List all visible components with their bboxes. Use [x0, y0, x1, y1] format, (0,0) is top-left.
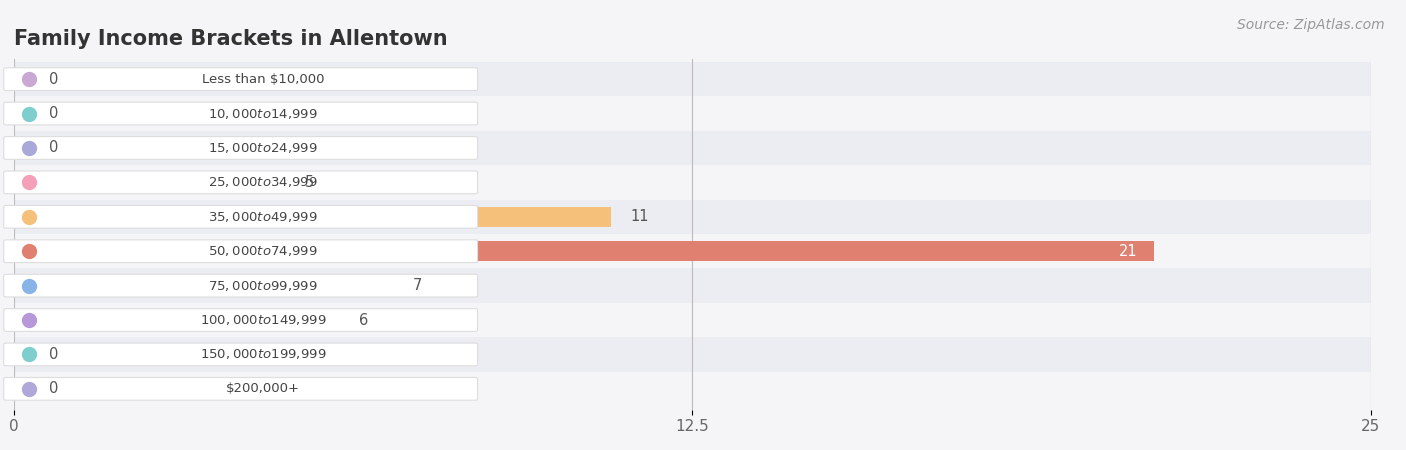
Text: $200,000+: $200,000+: [226, 382, 299, 396]
FancyBboxPatch shape: [4, 206, 478, 228]
Bar: [14, 234, 1371, 268]
Text: $100,000 to $149,999: $100,000 to $149,999: [200, 313, 326, 327]
Bar: [14, 131, 1371, 165]
Text: $10,000 to $14,999: $10,000 to $14,999: [208, 107, 318, 121]
Bar: [14, 96, 1371, 131]
FancyBboxPatch shape: [4, 309, 478, 331]
Bar: [14, 172, 285, 192]
Bar: [14, 165, 1371, 200]
Bar: [14, 69, 31, 89]
Text: 0: 0: [49, 106, 59, 121]
Text: 0: 0: [49, 140, 59, 155]
Bar: [14, 303, 1371, 337]
Text: 0: 0: [49, 347, 59, 362]
Bar: [14, 104, 31, 124]
FancyBboxPatch shape: [4, 102, 478, 125]
Text: 7: 7: [413, 278, 422, 293]
Text: $25,000 to $34,999: $25,000 to $34,999: [208, 176, 318, 189]
Text: $35,000 to $49,999: $35,000 to $49,999: [208, 210, 318, 224]
FancyBboxPatch shape: [4, 378, 478, 400]
Text: 5: 5: [305, 175, 314, 190]
FancyBboxPatch shape: [4, 171, 478, 194]
Bar: [14, 241, 1154, 261]
Bar: [14, 344, 31, 364]
Bar: [14, 372, 1371, 406]
Text: 6: 6: [359, 313, 368, 328]
Text: 0: 0: [49, 381, 59, 396]
Text: 0: 0: [49, 72, 59, 87]
Bar: [14, 200, 1371, 234]
Text: 11: 11: [630, 209, 648, 224]
Bar: [14, 337, 1371, 372]
Text: $75,000 to $99,999: $75,000 to $99,999: [208, 279, 318, 292]
Text: Less than $10,000: Less than $10,000: [202, 72, 325, 86]
FancyBboxPatch shape: [4, 240, 478, 262]
FancyBboxPatch shape: [4, 343, 478, 366]
Text: Source: ZipAtlas.com: Source: ZipAtlas.com: [1237, 18, 1385, 32]
FancyBboxPatch shape: [4, 68, 478, 90]
Bar: [14, 62, 1371, 96]
Bar: [14, 268, 1371, 303]
Text: $150,000 to $199,999: $150,000 to $199,999: [200, 347, 326, 361]
Text: $50,000 to $74,999: $50,000 to $74,999: [208, 244, 318, 258]
Text: 21: 21: [1119, 244, 1137, 259]
Bar: [14, 310, 340, 330]
Bar: [14, 138, 31, 158]
Bar: [14, 276, 394, 296]
Text: Family Income Brackets in Allentown: Family Income Brackets in Allentown: [14, 29, 447, 49]
Bar: [14, 379, 31, 399]
Bar: [14, 207, 612, 227]
FancyBboxPatch shape: [4, 274, 478, 297]
FancyBboxPatch shape: [4, 137, 478, 159]
Text: $15,000 to $24,999: $15,000 to $24,999: [208, 141, 318, 155]
